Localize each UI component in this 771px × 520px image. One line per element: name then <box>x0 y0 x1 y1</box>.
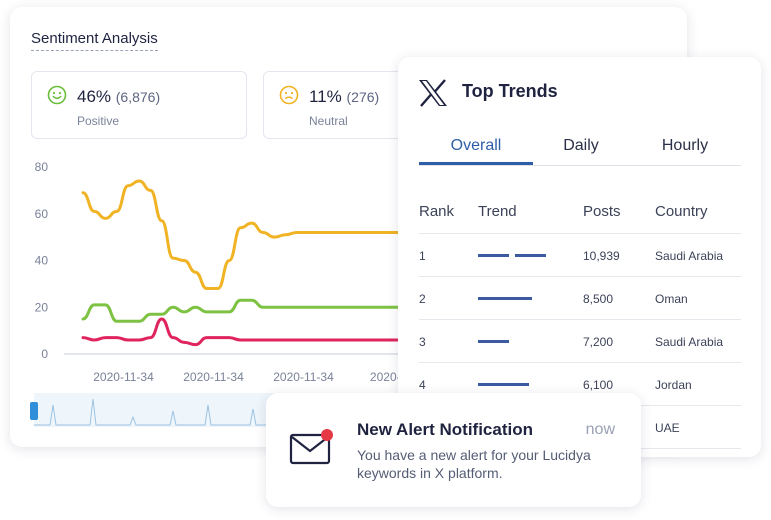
country-cell: UAE <box>655 421 680 435</box>
country-cell: Saudi Arabia <box>655 249 724 263</box>
top-trends-card: Top Trends Overall Daily Hourly Rank Tre… <box>398 57 761 457</box>
country-cell: Oman <box>655 292 688 306</box>
trend-bar <box>478 340 509 343</box>
trend-bar <box>478 383 529 386</box>
y-tick-label: 60 <box>35 207 49 221</box>
rank-cell: 3 <box>419 335 426 349</box>
rank-cell: 1 <box>419 249 426 263</box>
x-tick-label: 2020-11-34 <box>93 370 154 384</box>
mail-icon <box>289 429 333 465</box>
positive-count: (6,876) <box>115 89 161 105</box>
unread-dot-icon <box>321 429 333 441</box>
tabs-divider <box>419 165 741 166</box>
rank-cell: 2 <box>419 292 426 306</box>
positive-percent-value: 46% <box>77 87 112 106</box>
alert-timestamp: now <box>585 421 615 438</box>
rank-cell: 4 <box>419 378 426 392</box>
table-row[interactable]: 1 10,939 Saudi Arabia <box>419 234 741 277</box>
x-tick-label: 2020-11-34 <box>273 370 334 384</box>
series-line-positive <box>81 298 411 323</box>
column-rank: Rank <box>419 203 455 220</box>
neutral-label: Neutral <box>309 114 348 128</box>
series-line-negative <box>81 317 411 347</box>
x-tick-label: 2020-11-34 <box>183 370 244 384</box>
series-line-neutral <box>81 179 411 291</box>
country-cell: Jordan <box>655 378 692 392</box>
tab-overall[interactable]: Overall <box>419 137 533 165</box>
alert-message: You have a new alert for your Lucidya ke… <box>357 447 591 481</box>
neutral-face-icon <box>279 85 299 105</box>
alert-title: New Alert Notification <box>357 420 533 439</box>
alert-notification-card[interactable]: New Alert Notification now You have a ne… <box>266 393 641 507</box>
posts-cell: 8,500 <box>583 292 614 306</box>
positive-percent: 46% (6,876) <box>77 87 160 107</box>
neutral-count: (276) <box>346 89 380 105</box>
neutral-percent-value: 11% <box>309 87 342 106</box>
x-logo-icon <box>419 79 447 107</box>
y-tick-label: 0 <box>41 347 48 361</box>
sentiment-title: Sentiment Analysis <box>31 30 158 51</box>
trend-bar <box>478 297 532 300</box>
positive-stat-card[interactable]: 46% (6,876) Positive <box>31 71 247 139</box>
column-country: Country <box>655 203 708 220</box>
posts-cell: 10,939 <box>583 249 620 263</box>
neutral-stat-card[interactable]: 11% (276) Neutral <box>263 71 423 139</box>
smile-icon <box>47 85 67 105</box>
tab-hourly[interactable]: Hourly <box>661 137 709 154</box>
trend-bar <box>515 254 546 257</box>
top-trends-title: Top Trends <box>462 81 558 101</box>
y-tick-label: 80 <box>35 160 49 174</box>
table-header-row <box>419 191 741 234</box>
country-cell: Saudi Arabia <box>655 335 724 349</box>
column-posts: Posts <box>583 203 621 220</box>
y-tick-label: 20 <box>35 300 49 314</box>
positive-label: Positive <box>77 114 120 128</box>
table-row[interactable]: 3 7,200 Saudi Arabia <box>419 320 741 363</box>
y-tick-label: 40 <box>35 254 49 268</box>
posts-cell: 7,200 <box>583 335 614 349</box>
posts-cell: 6,100 <box>583 378 614 392</box>
column-trend: Trend <box>478 203 517 220</box>
neutral-percent: 11% (276) <box>309 87 379 107</box>
tab-daily[interactable]: Daily <box>563 137 599 154</box>
table-row[interactable]: 2 8,500 Oman <box>419 277 741 320</box>
brush-handle[interactable] <box>30 402 38 420</box>
trend-bar <box>478 254 509 257</box>
